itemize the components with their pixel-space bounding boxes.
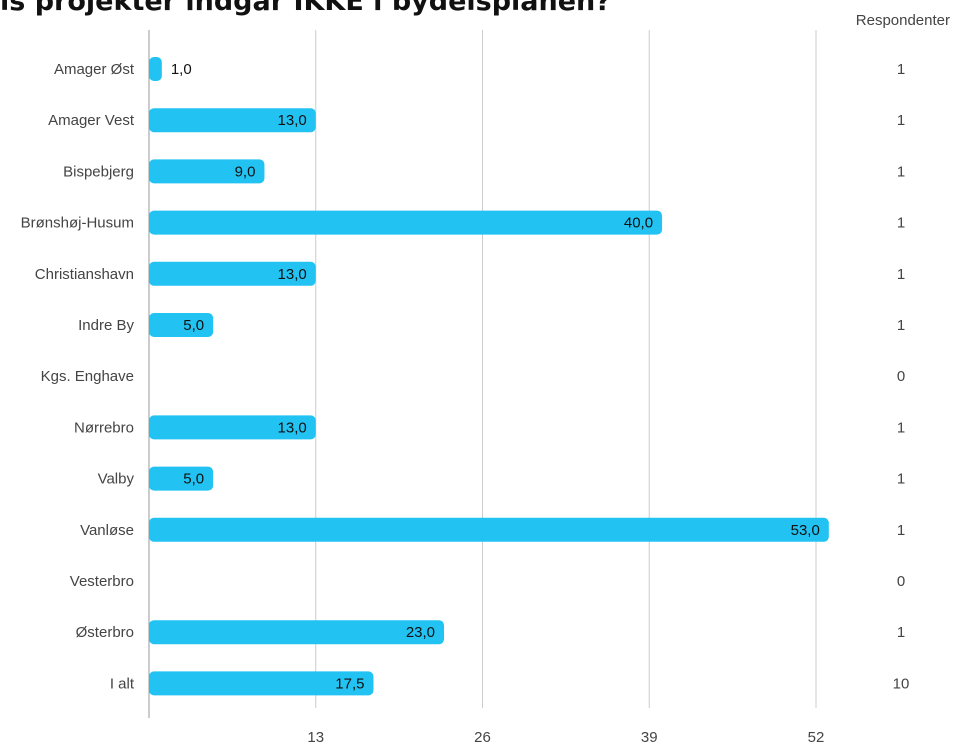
respondents-header: Respondenter: [855, 12, 950, 29]
bar: [149, 159, 265, 184]
chart-title: ls projekter indgår IKKE i bydelsplanen?: [0, 0, 611, 17]
category-label: Indre By: [78, 317, 134, 334]
respondent-count: 1: [897, 61, 905, 78]
category-label: I alt: [110, 675, 135, 692]
category-label: Valby: [98, 471, 135, 488]
respondent-count: 0: [897, 573, 905, 590]
respondent-count: 1: [897, 112, 905, 129]
bar: [149, 466, 214, 491]
respondent-count: 1: [897, 317, 905, 334]
data-label: 13,0: [278, 419, 307, 436]
data-label: 5,0: [183, 317, 204, 334]
category-label: Vesterbro: [70, 573, 134, 590]
respondent-count: 1: [897, 522, 905, 539]
grid-layer: [148, 30, 817, 718]
bar: [149, 108, 316, 133]
respondent-count: 0: [897, 368, 905, 385]
data-label: 13,0: [278, 266, 307, 283]
data-label: 5,0: [183, 471, 204, 488]
bar: [149, 261, 316, 286]
respondent-count: 1: [897, 419, 905, 436]
category-label: Brønshøj-Husum: [21, 215, 134, 232]
respondent-count: 1: [897, 624, 905, 641]
x-tick-label: 26: [474, 729, 491, 745]
category-label: Amager Vest: [48, 112, 135, 129]
category-label: Vanløse: [80, 522, 134, 539]
data-label: 40,0: [624, 215, 653, 232]
category-label: Østerbro: [76, 624, 134, 641]
category-label: Nørrebro: [74, 419, 134, 436]
data-label: 1,0: [171, 61, 192, 78]
category-label: Bispebjerg: [63, 163, 134, 180]
bar: [149, 620, 445, 645]
bar: [149, 415, 316, 440]
bar-layer: [149, 57, 829, 696]
data-label: 23,0: [406, 624, 435, 641]
x-tick-label: 39: [641, 729, 658, 745]
category-label: Christianshavn: [35, 266, 134, 283]
category-label: Kgs. Enghave: [41, 368, 134, 385]
data-label: 13,0: [278, 112, 307, 129]
category-label: Amager Øst: [54, 61, 135, 78]
respondent-count: 10: [893, 675, 910, 692]
x-tick-label: 13: [307, 729, 324, 745]
x-tick-label: 52: [808, 729, 825, 745]
respondent-count: 1: [897, 266, 905, 283]
data-label: 17,5: [335, 675, 364, 692]
respondent-count: 1: [897, 215, 905, 232]
bar: [149, 517, 829, 542]
respondent-count: 1: [897, 471, 905, 488]
data-label: 9,0: [235, 163, 256, 180]
respondent-count: 1: [897, 163, 905, 180]
data-label: 53,0: [791, 522, 820, 539]
bar: [149, 671, 374, 696]
bar: [149, 57, 162, 81]
bar: [149, 210, 663, 235]
label-layer: 13 26 39 52 Amager Øst 1,0 1 Amager Vest 13,0 1 Bi…: [21, 61, 910, 745]
bar: [149, 313, 214, 337]
